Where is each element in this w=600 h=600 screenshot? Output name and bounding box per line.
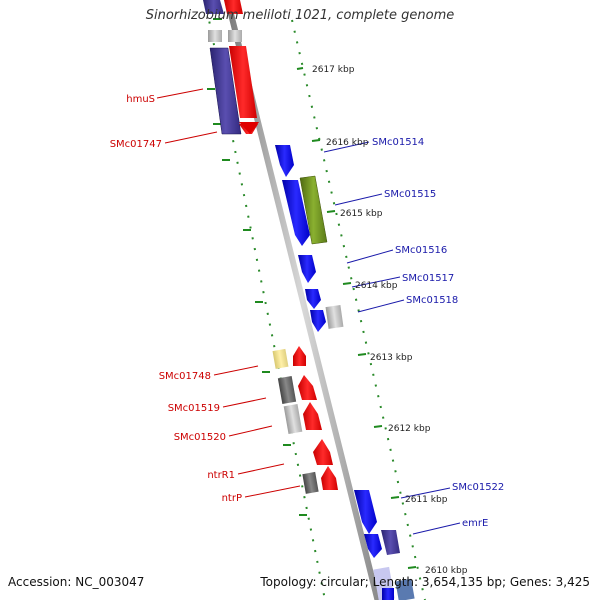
gene-SMc01519-red [298, 375, 317, 400]
gene-bottom-blue [382, 588, 394, 600]
genome-summary: Topology: circular; Length: 3,654,135 bp… [260, 575, 590, 589]
gene-bottom-steel [395, 578, 415, 600]
gene-label-ntrP: ntrP [222, 493, 242, 504]
gene-label-hmuS: hmuS [126, 94, 155, 105]
gene-label-SMc01520: SMc01520 [174, 432, 226, 443]
gene-label-SMc01748: SMc01748 [159, 371, 211, 382]
gene-label-SMc01517: SMc01517 [402, 273, 454, 284]
gene-label-SMc01515: SMc01515 [384, 189, 436, 200]
gene-label-SMc01516: SMc01516 [395, 245, 447, 256]
gene-label-ntrR1: ntrR1 [207, 470, 235, 481]
kbp-label-2617: 2617 kbp [312, 65, 355, 75]
gene-SMc01748-red [293, 346, 306, 366]
gene-SMc01519 [277, 375, 297, 405]
kbp-label-2615: 2615 kbp [340, 209, 383, 219]
gene-label-emrE: emrE [462, 518, 488, 529]
kbp-ticks [296, 67, 417, 569]
gene-top-red [224, 0, 243, 14]
gene-ntrR1 [313, 439, 333, 465]
outer-guide-line [291, 19, 426, 600]
gene-SMc01518 [310, 310, 326, 332]
gene-hmuS [209, 47, 242, 135]
kbp-label-2616: 2616 kbp [326, 138, 369, 148]
right-connectors [323, 141, 461, 535]
gene-label-SMc01747: SMc01747 [110, 139, 162, 150]
gene-top-grey-b [228, 30, 242, 42]
gene-SMc01520 [283, 403, 303, 435]
gene-emrE-blue [364, 534, 382, 558]
kbp-label-2610: 2610 kbp [425, 566, 468, 576]
map-title: Sinorhizobium meliloti 1021, complete ge… [145, 8, 455, 23]
gene-emrE [381, 530, 400, 555]
gene-SMc01517 [305, 289, 321, 309]
gene-SMc01515 [282, 180, 310, 246]
gene-label-SMc01519: SMc01519 [168, 403, 220, 414]
gene-SMc01520-red [303, 402, 322, 430]
kbp-label-2611: 2611 kbp [405, 495, 448, 505]
gene-label-SMc01514: SMc01514 [372, 137, 424, 148]
left-connectors [156, 88, 301, 498]
accession-label: Accession: NC_003047 [8, 575, 145, 589]
kbp-label-2614: 2614 kbp [355, 281, 398, 291]
gene-label-SMc01522: SMc01522 [452, 482, 504, 493]
gene-olive [299, 175, 328, 245]
kbp-label-2612: 2612 kbp [388, 424, 431, 434]
gene-SMc01516 [298, 255, 316, 283]
kbp-label-2613: 2613 kbp [370, 353, 413, 363]
gene-ntrP-red [321, 466, 338, 490]
gene-ntrP [302, 471, 319, 494]
gene-top-purple [203, 0, 224, 14]
gene-SMc01748 [272, 348, 289, 369]
inner-ticks [207, 18, 307, 516]
gene-label-SMc01518: SMc01518 [406, 295, 458, 306]
gene-SMc01747-head [239, 122, 259, 134]
gene-SMc01522 [354, 490, 377, 534]
gene-grey-518 [325, 304, 344, 329]
gene-top-grey-a [208, 30, 222, 42]
gene-SMc01514 [275, 145, 294, 177]
gene-SMc01747-body [229, 46, 257, 118]
